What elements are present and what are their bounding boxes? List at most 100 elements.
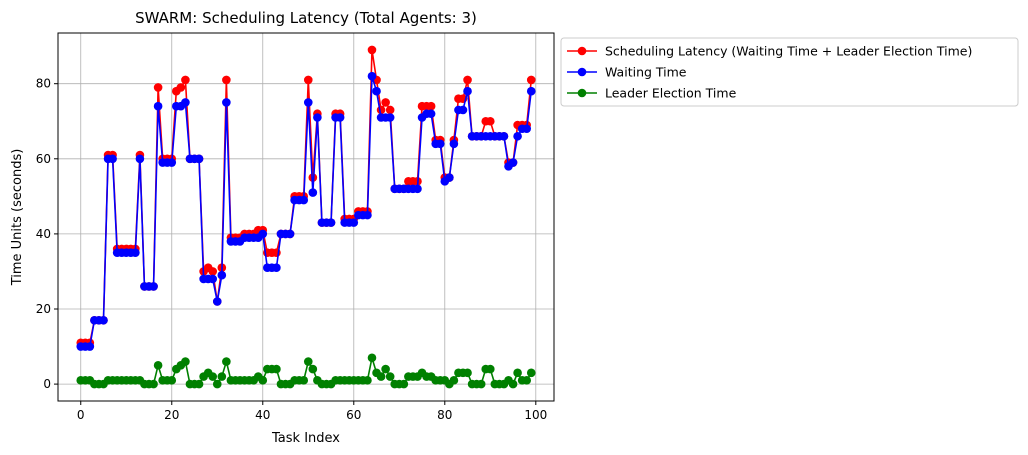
data-point	[499, 131, 509, 141]
x-tick-label: 100	[524, 408, 547, 422]
data-point	[385, 113, 395, 122]
y-tick-label: 0	[43, 377, 51, 391]
series-line	[80, 75, 533, 348]
y-tick-label: 40	[36, 227, 51, 241]
plot-frame	[57, 32, 555, 402]
data-point	[272, 263, 281, 272]
data-point	[522, 376, 531, 385]
y-axis-label: Time Units (seconds)	[10, 149, 25, 287]
data-point	[335, 113, 345, 122]
data-point	[217, 372, 227, 381]
data-point	[167, 376, 177, 385]
data-point	[349, 218, 359, 227]
y-tick-label: 80	[36, 77, 51, 91]
data-point	[526, 86, 536, 96]
data-point	[222, 357, 231, 366]
data-point	[367, 353, 377, 363]
data-point	[381, 364, 390, 374]
data-point	[258, 229, 268, 239]
x-tick-label: 20	[164, 408, 179, 422]
data-point	[303, 75, 313, 85]
data-point	[485, 116, 495, 126]
x-axis-ticks: 0 20 40 60 80 100	[77, 401, 547, 422]
x-axis-label: Task Index	[271, 431, 340, 446]
y-axis-ticks: 0 20 40 60 80	[36, 77, 58, 391]
legend-marker	[577, 46, 587, 56]
data-point	[222, 75, 231, 85]
series-3	[76, 353, 536, 389]
legend-box	[560, 37, 1019, 107]
data-point	[303, 357, 313, 366]
data-point	[135, 154, 145, 164]
data-point	[194, 154, 204, 164]
plot-area	[58, 33, 554, 401]
data-point	[153, 83, 163, 92]
data-point	[285, 229, 295, 239]
data-point	[194, 379, 204, 389]
data-point	[222, 98, 231, 107]
legend-marker	[577, 67, 587, 77]
data-point	[272, 364, 281, 374]
data-point	[363, 376, 372, 385]
data-point	[208, 267, 218, 276]
data-point	[167, 158, 177, 167]
data-point	[299, 376, 309, 385]
data-point	[522, 124, 531, 134]
y-tick-label: 60	[36, 152, 51, 166]
legend-label: Waiting Time	[605, 65, 687, 80]
data-point	[258, 376, 268, 385]
data-point	[376, 372, 386, 381]
x-tick-label: 40	[255, 408, 270, 422]
legend-label: Leader Election Time	[605, 86, 737, 101]
data-point	[426, 101, 436, 111]
data-point	[212, 297, 222, 306]
data-point	[463, 75, 472, 85]
data-point	[435, 139, 445, 149]
series-layer	[76, 45, 536, 389]
data-point	[212, 379, 222, 389]
data-point	[413, 184, 422, 194]
data-point	[508, 158, 518, 167]
data-point	[385, 105, 395, 115]
data-point	[513, 131, 522, 141]
chart-title: SWARM: Scheduling Latency (Total Agents:…	[135, 9, 477, 27]
data-point	[426, 109, 436, 119]
data-point	[485, 364, 495, 374]
data-point	[181, 75, 190, 85]
series-2	[76, 71, 536, 351]
data-point	[149, 379, 158, 389]
legend-label: Scheduling Latency (Waiting Time + Leade…	[605, 44, 972, 59]
data-point	[449, 139, 459, 149]
data-point	[367, 45, 377, 55]
data-point	[326, 218, 336, 227]
data-point	[85, 342, 95, 351]
legend-marker	[577, 88, 587, 98]
x-tick-label: 0	[77, 408, 85, 422]
data-point	[131, 248, 140, 257]
data-point	[526, 75, 536, 85]
data-point	[399, 379, 409, 389]
y-tick-label: 20	[36, 302, 51, 316]
data-point	[385, 372, 395, 381]
data-point	[508, 379, 518, 389]
data-point	[313, 113, 322, 122]
data-point	[458, 105, 468, 115]
data-point	[463, 368, 472, 378]
data-point	[308, 364, 318, 374]
data-point	[208, 372, 218, 381]
data-point	[463, 86, 472, 96]
data-point	[526, 368, 536, 378]
data-point	[181, 98, 190, 107]
data-point	[363, 210, 372, 220]
data-point	[445, 173, 454, 182]
data-point	[303, 98, 313, 107]
data-point	[153, 101, 163, 111]
data-point	[217, 270, 227, 280]
data-point	[367, 71, 377, 81]
legend: Scheduling Latency (Waiting Time + Leade…	[560, 37, 1019, 107]
data-point	[308, 188, 318, 197]
data-point	[181, 357, 190, 366]
data-point	[208, 274, 218, 284]
data-point	[449, 376, 459, 385]
